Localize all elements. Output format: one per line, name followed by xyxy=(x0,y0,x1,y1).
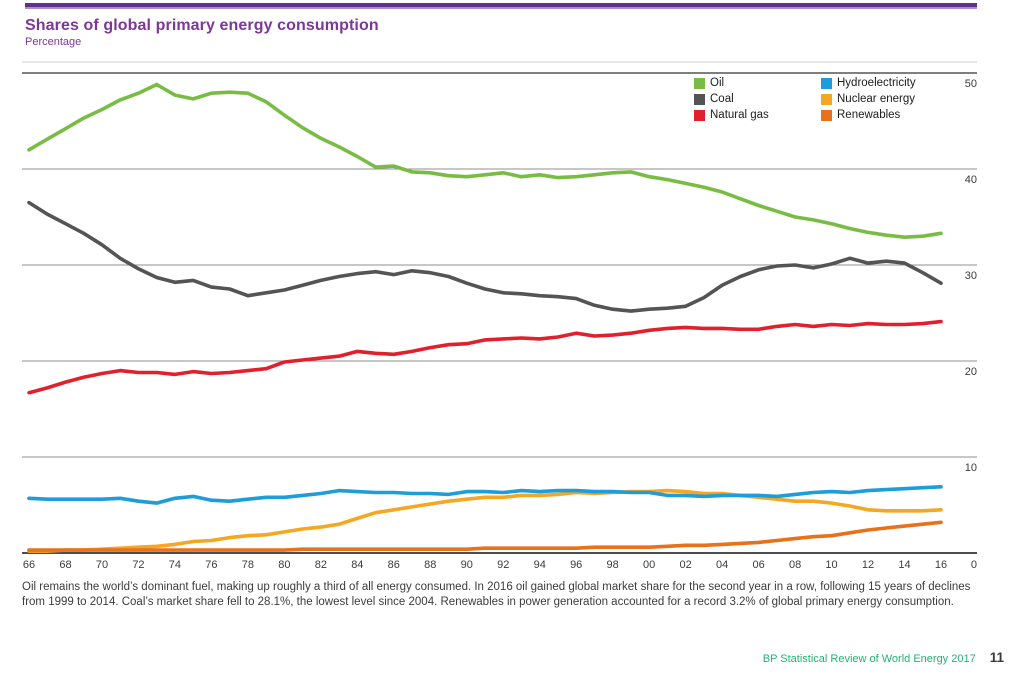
legend-label-renewables: Renewables xyxy=(837,109,901,121)
x-tick-label-96: 96 xyxy=(570,559,582,571)
legend-item-renewables: Renewables xyxy=(821,107,916,123)
legend-label-hydroelectricity: Hydroelectricity xyxy=(837,77,916,89)
series-line-oil xyxy=(27,82,943,239)
x-tick-label-94: 94 xyxy=(534,559,546,571)
legend-label-coal: Coal xyxy=(710,93,734,105)
chart-legend-column-2: Hydroelectricity Nuclear energy Renewabl… xyxy=(821,75,916,123)
x-tick-label-68: 68 xyxy=(59,559,71,571)
x-tick-label-74: 74 xyxy=(169,559,181,571)
x-tick-label-10: 10 xyxy=(825,559,837,571)
x-tick-label-02: 02 xyxy=(680,559,692,571)
chart-title: Shares of global primary energy consumpt… xyxy=(25,17,379,34)
y-tick-label-50: 50 xyxy=(965,78,977,90)
legend-swatch-hydroelectricity xyxy=(821,77,832,89)
legend-swatch-coal xyxy=(694,93,705,105)
chart-subtitle: Percentage xyxy=(25,36,82,48)
x-tick-label-72: 72 xyxy=(132,559,144,571)
series-line-hydroelectricity xyxy=(27,484,943,505)
chart-legend-column-1: Oil Coal Natural gas xyxy=(694,75,769,123)
series-line-natural-gas xyxy=(27,319,943,395)
x-tick-label-98: 98 xyxy=(607,559,619,571)
legend-item-hydroelectricity: Hydroelectricity xyxy=(821,75,916,91)
x-tick-label-06: 06 xyxy=(752,559,764,571)
legend-label-natural-gas: Natural gas xyxy=(710,109,769,121)
legend-label-oil: Oil xyxy=(710,77,725,89)
legend-label-nuclear-energy: Nuclear energy xyxy=(837,93,915,105)
x-tick-label-76: 76 xyxy=(205,559,217,571)
x-tick-label-86: 86 xyxy=(388,559,400,571)
x-tick-label-08: 08 xyxy=(789,559,801,571)
series-line-coal xyxy=(27,200,943,313)
legend-item-coal: Coal xyxy=(694,91,769,107)
legend-swatch-oil xyxy=(694,77,705,89)
footnote: Oil remains the world’s dominant fuel, m… xyxy=(22,581,971,609)
footer: BP Statistical Review of World Energy 20… xyxy=(763,650,1004,665)
top-rule xyxy=(25,3,977,9)
footer-page-number: 11 xyxy=(989,650,1004,665)
footer-source: BP Statistical Review of World Energy 20… xyxy=(762,653,976,665)
legend-item-natural-gas: Natural gas xyxy=(694,107,769,123)
y-tick-label-10: 10 xyxy=(965,462,977,474)
chart-canvas: 50 40 30 20 10 0 66 68 70 72 74 76 78 80 82 84 86 88 90 92 9… xyxy=(22,61,977,571)
y-tick-label-0: 0 xyxy=(971,559,977,571)
legend-item-nuclear-energy: Nuclear energy xyxy=(821,91,916,107)
x-tick-label-84: 84 xyxy=(351,559,363,571)
x-tick-label-66: 66 xyxy=(23,559,35,571)
y-tick-label-20: 20 xyxy=(965,366,977,378)
legend-swatch-natural-gas xyxy=(694,109,705,121)
x-tick-label-04: 04 xyxy=(716,559,728,571)
series-line-nuclear-energy xyxy=(27,488,943,553)
x-tick-label-70: 70 xyxy=(96,559,108,571)
x-tick-label-14: 14 xyxy=(898,559,910,571)
x-tick-label-82: 82 xyxy=(315,559,327,571)
legend-swatch-nuclear-energy xyxy=(821,93,832,105)
x-tick-label-92: 92 xyxy=(497,559,509,571)
legend-swatch-renewables xyxy=(821,109,832,121)
y-tick-label-40: 40 xyxy=(965,174,977,186)
x-tick-label-80: 80 xyxy=(278,559,290,571)
x-tick-label-12: 12 xyxy=(862,559,874,571)
x-tick-label-16: 16 xyxy=(935,559,947,571)
x-tick-label-78: 78 xyxy=(242,559,254,571)
x-tick-label-90: 90 xyxy=(461,559,473,571)
x-tick-label-88: 88 xyxy=(424,559,436,571)
y-tick-label-30: 30 xyxy=(965,270,977,282)
series-line-renewables xyxy=(27,520,943,552)
legend-item-oil: Oil xyxy=(694,75,769,91)
x-tick-label-00: 00 xyxy=(643,559,655,571)
